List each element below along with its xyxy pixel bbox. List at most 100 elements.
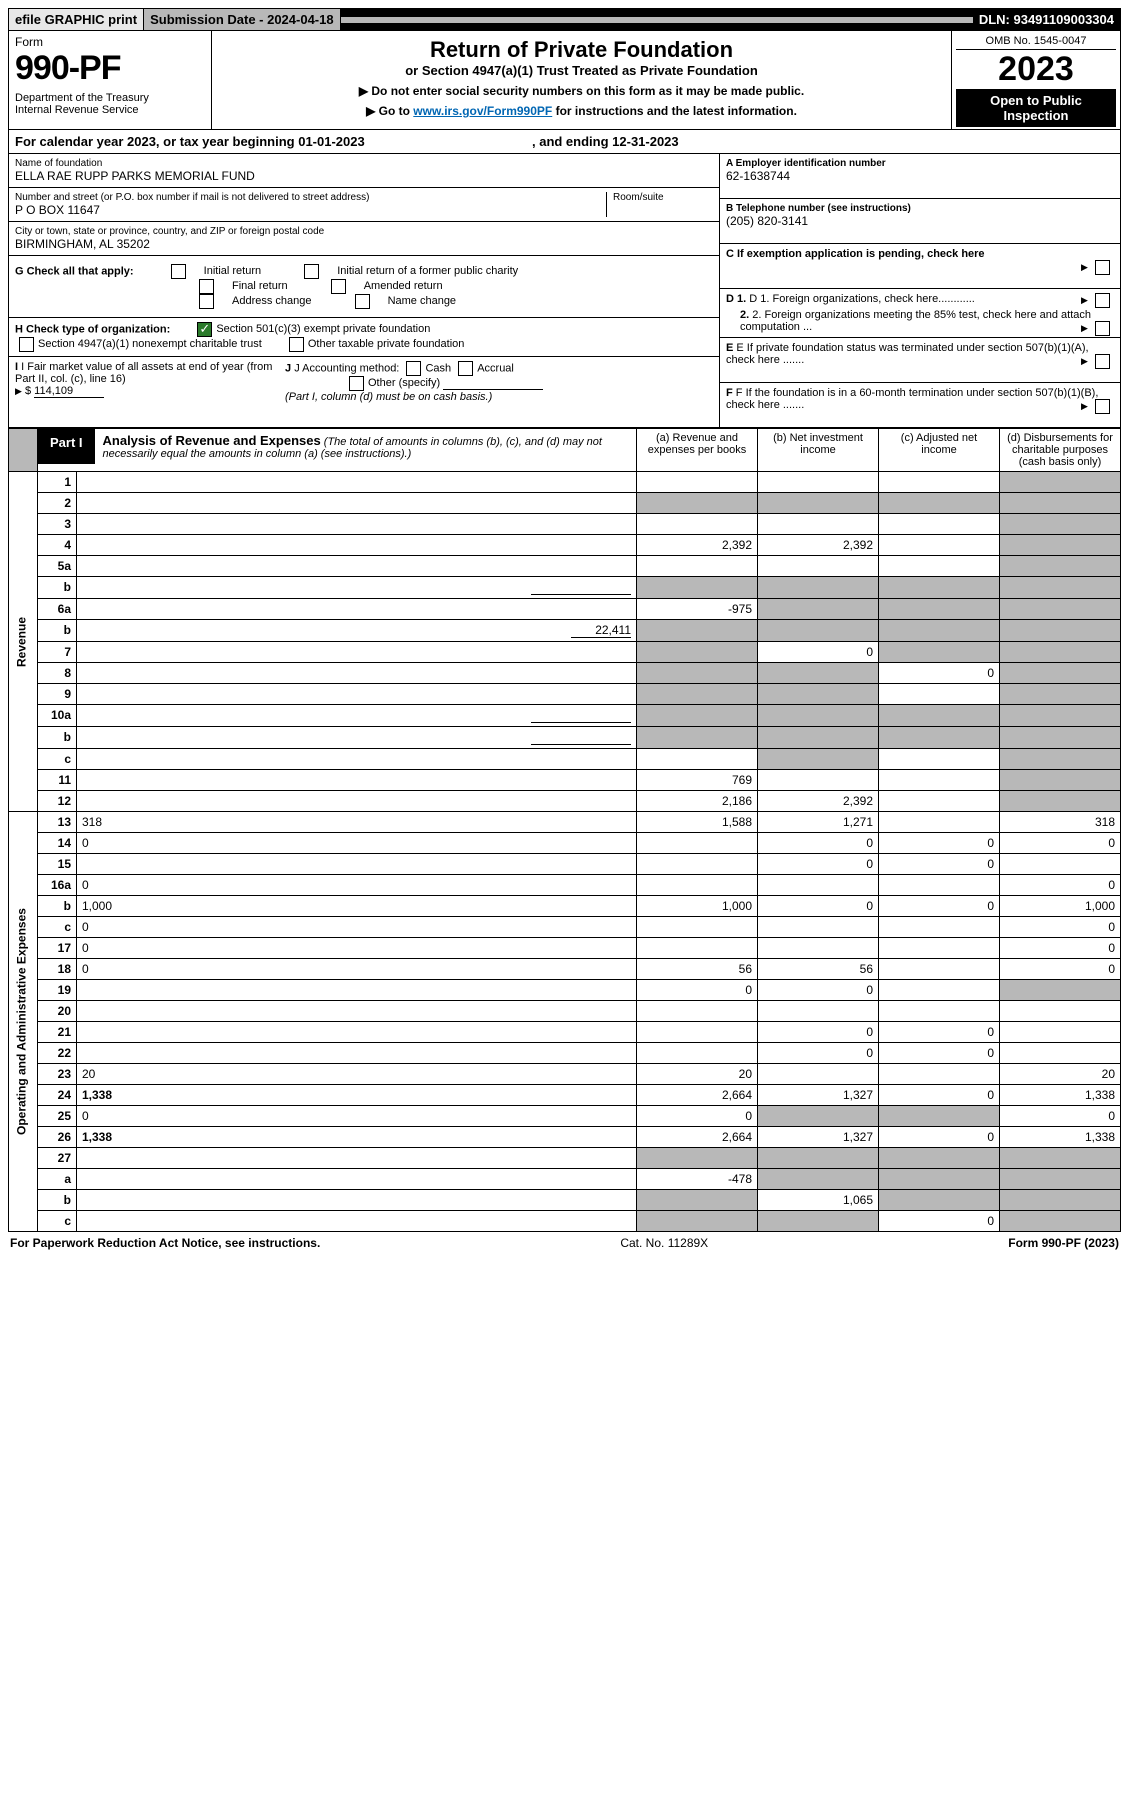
amount-col-d <box>1000 514 1121 535</box>
501c3-checkbox[interactable] <box>197 322 212 337</box>
line-description: 0 <box>77 938 637 959</box>
table-row: 122,1862,392 <box>9 791 1121 812</box>
part1-tab: Part I <box>38 429 95 464</box>
line-description: 0 <box>77 1106 637 1127</box>
amount-col-a: 1,000 <box>637 896 758 917</box>
initial-return-checkbox[interactable] <box>171 264 186 279</box>
line-number: b <box>38 577 77 599</box>
table-row: Operating and Administrative Expenses133… <box>9 812 1121 833</box>
city-label: City or town, state or province, country… <box>15 226 713 237</box>
amount-col-b: 0 <box>758 1022 879 1043</box>
D1-checkbox[interactable] <box>1095 293 1110 308</box>
instructions-link[interactable]: www.irs.gov/Form990PF <box>413 104 552 118</box>
4947-checkbox[interactable] <box>19 337 34 352</box>
opt-name-change: Name change <box>388 295 457 307</box>
amount-col-d: 1,338 <box>1000 1085 1121 1106</box>
line-number: 20 <box>38 1001 77 1022</box>
H-label: H Check type of organization: <box>15 323 170 335</box>
amended-checkbox[interactable] <box>331 279 346 294</box>
amount-col-c: 0 <box>879 663 1000 684</box>
amount-col-c <box>879 1064 1000 1085</box>
initial-former-checkbox[interactable] <box>304 264 319 279</box>
col-a-header: (a) Revenue and expenses per books <box>637 429 758 472</box>
final-return-checkbox[interactable] <box>199 279 214 294</box>
amount-col-a <box>637 749 758 770</box>
amount-col-d <box>1000 1190 1121 1211</box>
amount-col-a: 1,588 <box>637 812 758 833</box>
entity-left: Name of foundation ELLA RAE RUPP PARKS M… <box>9 154 719 427</box>
cash-checkbox[interactable] <box>406 361 421 376</box>
amount-col-c: 0 <box>879 896 1000 917</box>
amount-col-a <box>637 556 758 577</box>
line-number: 21 <box>38 1022 77 1043</box>
dln-label: DLN: 93491109003304 <box>973 9 1120 30</box>
line-number: 5a <box>38 556 77 577</box>
opt-former: Initial return of a former public charit… <box>337 265 518 277</box>
amount-col-d <box>1000 791 1121 812</box>
amount-col-b <box>758 556 879 577</box>
name-label: Name of foundation <box>15 158 713 169</box>
E-checkbox[interactable] <box>1095 354 1110 369</box>
amount-col-d <box>1000 535 1121 556</box>
C-checkbox[interactable] <box>1095 260 1110 275</box>
part1-title-text: Analysis of Revenue and Expenses <box>103 433 321 448</box>
amount-col-d <box>1000 577 1121 599</box>
D2-checkbox[interactable] <box>1095 321 1110 336</box>
city-value: BIRMINGHAM, AL 35202 <box>15 237 713 251</box>
amount-col-d: 318 <box>1000 812 1121 833</box>
table-row: 10a <box>9 705 1121 727</box>
amount-col-a <box>637 727 758 749</box>
dept-label: Department of the Treasury Internal Reve… <box>15 92 205 116</box>
amount-col-a <box>637 1001 758 1022</box>
line-number: 8 <box>38 663 77 684</box>
line-description: 0 <box>77 875 637 896</box>
amount-col-c: 0 <box>879 854 1000 875</box>
amount-col-b: 2,392 <box>758 535 879 556</box>
table-row: b1,0001,000001,000 <box>9 896 1121 917</box>
line-description: 0 <box>77 833 637 854</box>
amount-col-a <box>637 833 758 854</box>
line-description <box>77 493 637 514</box>
amount-col-d <box>1000 1022 1121 1043</box>
amount-col-c: 0 <box>879 833 1000 854</box>
J-note: (Part I, column (d) must be on cash basi… <box>285 391 492 403</box>
amount-col-d <box>1000 727 1121 749</box>
col-d-header: (d) Disbursements for charitable purpose… <box>1000 429 1121 472</box>
amount-col-c: 0 <box>879 1043 1000 1064</box>
accrual-checkbox[interactable] <box>458 361 473 376</box>
table-row: b <box>9 727 1121 749</box>
amount-col-b: 0 <box>758 896 879 917</box>
amount-col-b <box>758 875 879 896</box>
amount-col-b <box>758 599 879 620</box>
address-value: P O BOX 11647 <box>15 203 606 217</box>
table-row: 140000 <box>9 833 1121 854</box>
F-checkbox[interactable] <box>1095 399 1110 414</box>
table-row: b <box>9 577 1121 599</box>
line-description <box>77 472 637 493</box>
calendar-text: For calendar year 2023, or tax year begi… <box>15 134 365 149</box>
line-number: b <box>38 1190 77 1211</box>
amount-col-a <box>637 938 758 959</box>
amount-col-d <box>1000 1169 1121 1190</box>
other-taxable-checkbox[interactable] <box>289 337 304 352</box>
name-change-checkbox[interactable] <box>355 294 370 309</box>
amount-col-a <box>637 1190 758 1211</box>
efile-label[interactable]: efile GRAPHIC print <box>9 9 143 30</box>
J-label: J Accounting method: <box>294 362 399 374</box>
table-row: 18056560 <box>9 959 1121 980</box>
amount-col-c <box>879 599 1000 620</box>
address-change-checkbox[interactable] <box>199 294 214 309</box>
amount-col-a: 2,186 <box>637 791 758 812</box>
amount-col-a: -975 <box>637 599 758 620</box>
amount-col-c <box>879 727 1000 749</box>
line-number: 6a <box>38 599 77 620</box>
line-description: 22,411 <box>77 620 637 642</box>
line-number: 26 <box>38 1127 77 1148</box>
other-method-checkbox[interactable] <box>349 376 364 391</box>
table-row: 70 <box>9 642 1121 663</box>
amount-col-b: 1,271 <box>758 812 879 833</box>
amount-col-d <box>1000 472 1121 493</box>
city-cell: City or town, state or province, country… <box>9 222 719 256</box>
line-number: 12 <box>38 791 77 812</box>
amount-col-b: 1,065 <box>758 1190 879 1211</box>
